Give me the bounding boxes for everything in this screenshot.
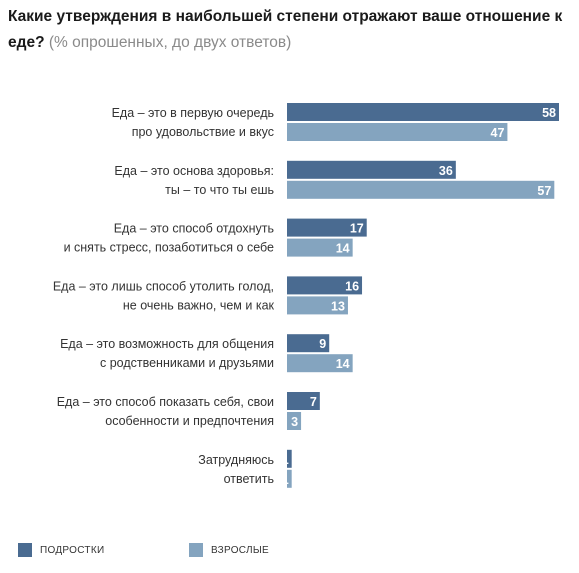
- category-label: про удовольствие и вкус: [132, 125, 274, 139]
- bar-teens: [287, 449, 292, 468]
- bar-adults: [287, 238, 353, 257]
- bar-teens: [287, 160, 456, 179]
- bar-adults: [287, 469, 292, 488]
- data-label: 58: [542, 106, 556, 120]
- chart-title: Какие утверждения в наибольшей степени о…: [8, 4, 573, 56]
- bar-adults: [287, 123, 508, 141]
- data-label: 1: [282, 453, 289, 467]
- category-label: ответить: [224, 472, 274, 486]
- legend-label-adults: ВЗРОСЛЫЕ: [211, 544, 269, 556]
- data-label: 1: [282, 473, 289, 487]
- data-label: 7: [310, 395, 317, 409]
- data-label: 3: [291, 415, 298, 429]
- bar-teens: [287, 218, 367, 237]
- data-label: 57: [537, 184, 551, 198]
- legend-swatch-adults: [189, 543, 203, 557]
- data-label: 16: [345, 279, 359, 293]
- category-label: Еда – это в первую очередь: [112, 106, 274, 120]
- data-label: 17: [350, 222, 364, 236]
- title-subtitle: (% опрошенных, до двух ответов): [48, 34, 292, 51]
- category-label: Еда – это лишь способ утолить голод,: [53, 279, 274, 293]
- data-label: 14: [336, 242, 350, 256]
- bar-teens: [287, 334, 330, 353]
- legend-item-teens: ПОДРОСТКИ: [18, 540, 104, 560]
- category-label: и снять стресс, позаботиться о себе: [64, 241, 274, 255]
- bar-adults: [287, 180, 555, 199]
- bar-adults: [287, 354, 353, 373]
- legend-swatch-teens: [18, 543, 32, 557]
- bar-teens: [287, 276, 363, 295]
- bar-teens: [287, 103, 559, 121]
- data-label: 36: [439, 164, 453, 178]
- data-label: 47: [491, 126, 505, 140]
- category-label: Еда – это возможность для общения: [60, 337, 274, 351]
- category-label: не очень важно, чем и как: [123, 298, 275, 312]
- legend-label-teens: ПОДРОСТКИ: [40, 544, 105, 556]
- legend-item-adults: ВЗРОСЛЫЕ: [189, 540, 269, 560]
- category-label: с родственниками и друзьями: [100, 356, 274, 370]
- data-label: 14: [336, 357, 350, 371]
- data-label: 13: [331, 299, 345, 313]
- category-label: Затрудняюсь: [198, 453, 274, 467]
- category-label: Еда – это способ отдохнуть: [114, 222, 274, 236]
- title-main: Какие утверждения в наибольшей степени о…: [8, 8, 563, 51]
- category-label: особенности и предпочтения: [105, 414, 274, 428]
- bar-teens: [287, 392, 320, 410]
- bar-adults: [287, 412, 302, 430]
- category-label: ты – то что ты ешь: [165, 183, 274, 197]
- bar-adults: [287, 296, 348, 315]
- category-label: Еда – это основа здоровья:: [114, 164, 274, 178]
- data-label: 9: [319, 337, 326, 351]
- category-label: Еда – это способ показать себя, свои: [57, 395, 274, 409]
